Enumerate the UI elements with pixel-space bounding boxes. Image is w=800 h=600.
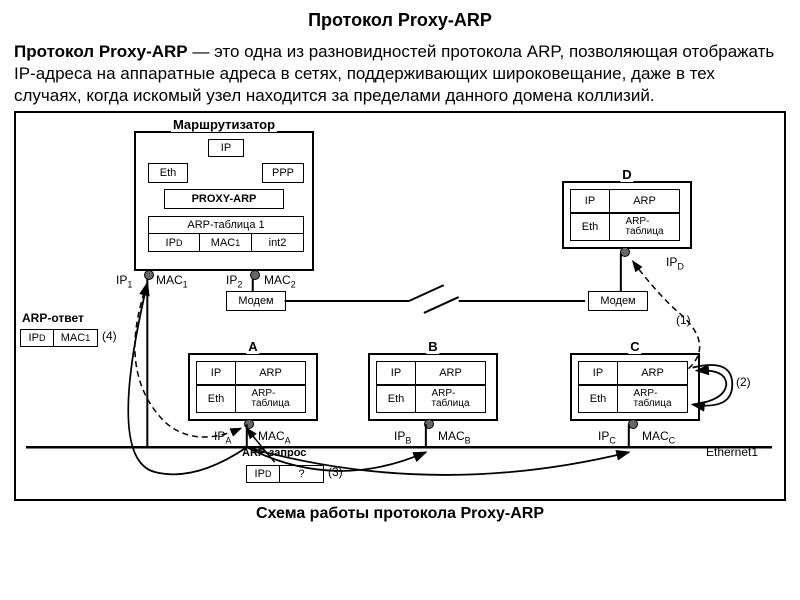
router-if1-dot: [144, 270, 154, 280]
node-c: C IP ARP Eth ARP- таблица: [570, 353, 700, 421]
router-if1-ip: IP1: [116, 273, 132, 289]
node-d-eth: Eth: [570, 213, 610, 241]
arp-request-box: IPD ?: [246, 465, 324, 483]
node-b-arp: ARP: [416, 361, 486, 385]
description-bold: Протокол Proxy-ARP: [14, 42, 188, 61]
node-c-if-ip: IPC: [598, 429, 616, 445]
router-if2-dot: [250, 270, 260, 280]
node-a-arpt: ARP- таблица: [236, 385, 306, 413]
node-a-if-mac: MACA: [258, 429, 291, 445]
node-c-arp: ARP: [618, 361, 688, 385]
node-b-ip: IP: [376, 361, 416, 385]
node-d-ip: IP: [570, 189, 610, 213]
arp-reply-num: (4): [102, 329, 117, 343]
router-header: Маршрутизатор: [171, 117, 277, 132]
node-c-header: C: [628, 339, 641, 354]
node-d-arp: ARP: [610, 189, 680, 213]
node-d-header: D: [620, 167, 633, 182]
node-a-if-ip: IPA: [214, 429, 231, 445]
node-a-ip: IP: [196, 361, 236, 385]
node-d-dot: [620, 247, 630, 257]
router-arp-table-header: ARP-таблица 1: [148, 216, 304, 234]
node-b-arpt: ARP- таблица: [416, 385, 486, 413]
router-node: Маршрутизатор IP Eth PPP PROXY-ARP ARP-т…: [134, 131, 314, 271]
node-d-if-ip: IPD: [666, 255, 684, 271]
step2-label: (2): [736, 375, 751, 389]
router-ip-box: IP: [208, 139, 244, 157]
router-arp-c3: int2: [252, 234, 304, 252]
node-a-arp: ARP: [236, 361, 306, 385]
page-title: Протокол Proxy-ARP: [14, 10, 786, 31]
node-b-header: B: [426, 339, 439, 354]
router-arp-c2: MAC1: [200, 234, 252, 252]
node-b-if-mac: MACB: [438, 429, 471, 445]
node-c-if-mac: MACC: [642, 429, 675, 445]
node-a: A IP ARP Eth ARP- таблица: [188, 353, 318, 421]
node-b-if-ip: IPB: [394, 429, 411, 445]
node-a-eth: Eth: [196, 385, 236, 413]
modem-right: Модем: [588, 291, 648, 311]
router-eth-box: Eth: [148, 163, 188, 183]
page-root: Протокол Proxy-ARP Протокол Proxy-ARP — …: [0, 0, 800, 600]
arp-reply-title: ARP-ответ: [22, 311, 84, 325]
router-arp-table-row: IPD MAC1 int2: [148, 234, 304, 252]
router-if1-mac: MAC1: [156, 273, 188, 289]
modem-left: Модем: [226, 291, 286, 311]
arp-reply-box: IPD MAC1: [20, 329, 98, 347]
node-c-arpt: ARP- таблица: [618, 385, 688, 413]
node-c-dot: [628, 419, 638, 429]
node-a-dot: [244, 419, 254, 429]
router-arp-c1: IPD: [148, 234, 200, 252]
step1-label: (1): [676, 313, 691, 327]
node-b: B IP ARP Eth ARP- таблица: [368, 353, 498, 421]
arp-request-num: (3): [328, 465, 343, 479]
diagram-container: Маршрутизатор IP Eth PPP PROXY-ARP ARP-т…: [14, 111, 786, 501]
router-ppp-box: PPP: [262, 163, 304, 183]
router-if2-mac: MAC2: [264, 273, 296, 289]
node-a-header: A: [246, 339, 259, 354]
node-c-eth: Eth: [578, 385, 618, 413]
node-d: D IP ARP Eth ARP- таблица: [562, 181, 692, 249]
router-if2-ip: IP2: [226, 273, 242, 289]
node-c-ip: IP: [578, 361, 618, 385]
arp-request-title: ARP-запрос: [242, 447, 306, 459]
node-b-eth: Eth: [376, 385, 416, 413]
node-b-dot: [424, 419, 434, 429]
diagram-caption: Схема работы протокола Proxy-ARP: [14, 505, 786, 523]
router-proxy-box: PROXY-ARP: [164, 189, 284, 209]
router-arp-table: ARP-таблица 1 IPD MAC1 int2: [148, 215, 304, 252]
node-d-arpt: ARP- таблица: [610, 213, 680, 241]
description: Протокол Proxy-ARP — это одна из разнови…: [14, 41, 786, 107]
ethernet-label: Ethernet1: [706, 445, 758, 459]
